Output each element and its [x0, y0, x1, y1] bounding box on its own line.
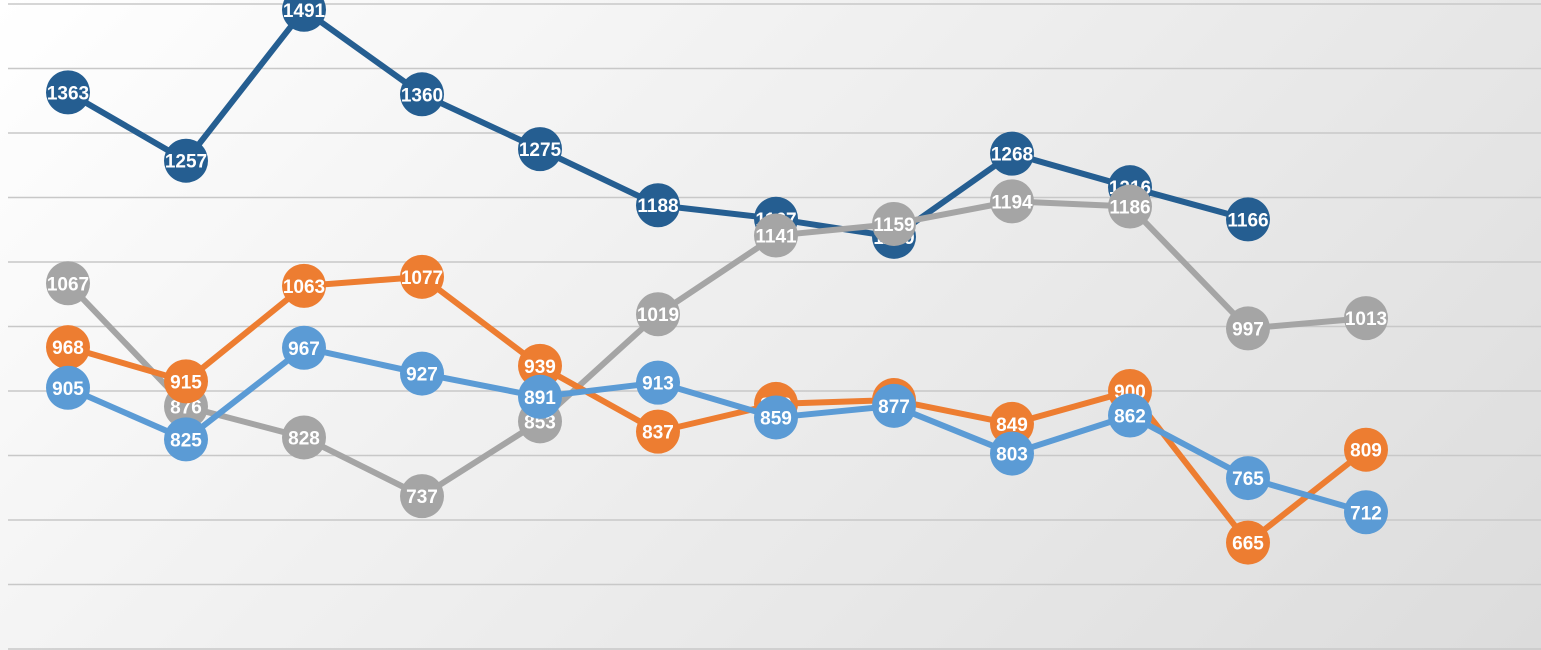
data-label: 1019 [637, 305, 679, 326]
data-label: 809 [1350, 441, 1382, 462]
data-label: 1013 [1345, 309, 1387, 330]
data-label: 712 [1350, 503, 1382, 524]
data-label: 859 [760, 408, 792, 429]
data-label: 877 [878, 397, 910, 418]
series-line [65, 273, 1369, 546]
gridlines [8, 3, 1541, 650]
data-label: 915 [170, 372, 202, 393]
data-point [164, 138, 208, 183]
data-label: 1159 [873, 215, 914, 236]
data-point [400, 474, 444, 519]
data-label: 1194 [991, 192, 1033, 213]
data-label: 913 [642, 374, 674, 395]
data-label: 1186 [1109, 198, 1150, 219]
data-point [518, 374, 562, 419]
data-label: 853 [524, 412, 556, 433]
data-label: 1363 [47, 83, 89, 104]
data-label: 1077 [401, 268, 443, 289]
data-point [282, 263, 326, 308]
data-point [164, 417, 208, 462]
data-point [754, 213, 798, 258]
data-label: 765 [1232, 469, 1264, 490]
data-point [990, 179, 1034, 224]
data-point [400, 254, 444, 299]
data-point [164, 359, 208, 404]
data-point [282, 415, 326, 460]
data-point [1344, 427, 1388, 472]
data-label: 997 [1232, 319, 1264, 340]
data-point [46, 365, 90, 410]
data-point [636, 360, 680, 405]
data-point [282, 0, 326, 32]
data-point [1226, 456, 1270, 501]
data-label: 1188 [637, 196, 678, 217]
data-point [1226, 306, 1270, 351]
data-point [46, 70, 90, 115]
series-3: 905 825 967 927 891 913 859 877 803 862 765 712 [46, 325, 1388, 535]
data-point [46, 325, 90, 370]
data-label: 1257 [165, 152, 207, 173]
data-label: 1063 [283, 277, 325, 298]
series-0: 1363125714911360127511881167113912681216… [46, 0, 1270, 259]
data-point [872, 383, 916, 428]
data-label: 1141 [755, 227, 797, 248]
data-label: 1360 [401, 85, 443, 106]
data-point [282, 325, 326, 370]
data-label: 939 [524, 357, 556, 378]
data-label: 828 [288, 428, 320, 449]
data-point [518, 343, 562, 388]
series-line [65, 344, 1369, 516]
data-point [46, 261, 90, 306]
data-label: 927 [406, 365, 438, 386]
data-point [1226, 520, 1270, 565]
data-label: 905 [52, 379, 84, 400]
data-label: 825 [170, 430, 202, 451]
data-point [636, 409, 680, 454]
data-label: 1268 [991, 145, 1033, 166]
data-label: 803 [996, 445, 1028, 466]
data-label: 967 [288, 339, 320, 360]
data-label: 849 [996, 415, 1028, 436]
data-label: 968 [52, 338, 84, 359]
data-label: 1166 [1227, 210, 1268, 231]
data-label: 862 [1114, 407, 1146, 428]
data-point [990, 431, 1034, 476]
data-point [1344, 296, 1388, 341]
data-point [1108, 393, 1152, 438]
data-label: 837 [642, 423, 674, 444]
data-label: 1067 [47, 274, 89, 295]
data-point [1108, 184, 1152, 229]
data-label: 1275 [519, 140, 562, 161]
data-point [400, 72, 444, 117]
series-line [65, 198, 1369, 500]
data-label: 891 [524, 388, 556, 409]
data-point [400, 351, 444, 396]
data-label: 1491 [283, 1, 326, 22]
data-point [1226, 197, 1270, 242]
data-point [754, 395, 798, 440]
data-point [518, 127, 562, 172]
data-point [990, 131, 1034, 176]
series-2: 96891510631077939837880886849900665809 [46, 254, 1388, 565]
data-point [872, 201, 916, 246]
data-point [1344, 490, 1388, 535]
data-label: 737 [406, 487, 438, 508]
data-label: 665 [1232, 534, 1264, 555]
data-point [636, 183, 680, 228]
data-point [636, 292, 680, 337]
data-label: 876 [170, 397, 202, 418]
